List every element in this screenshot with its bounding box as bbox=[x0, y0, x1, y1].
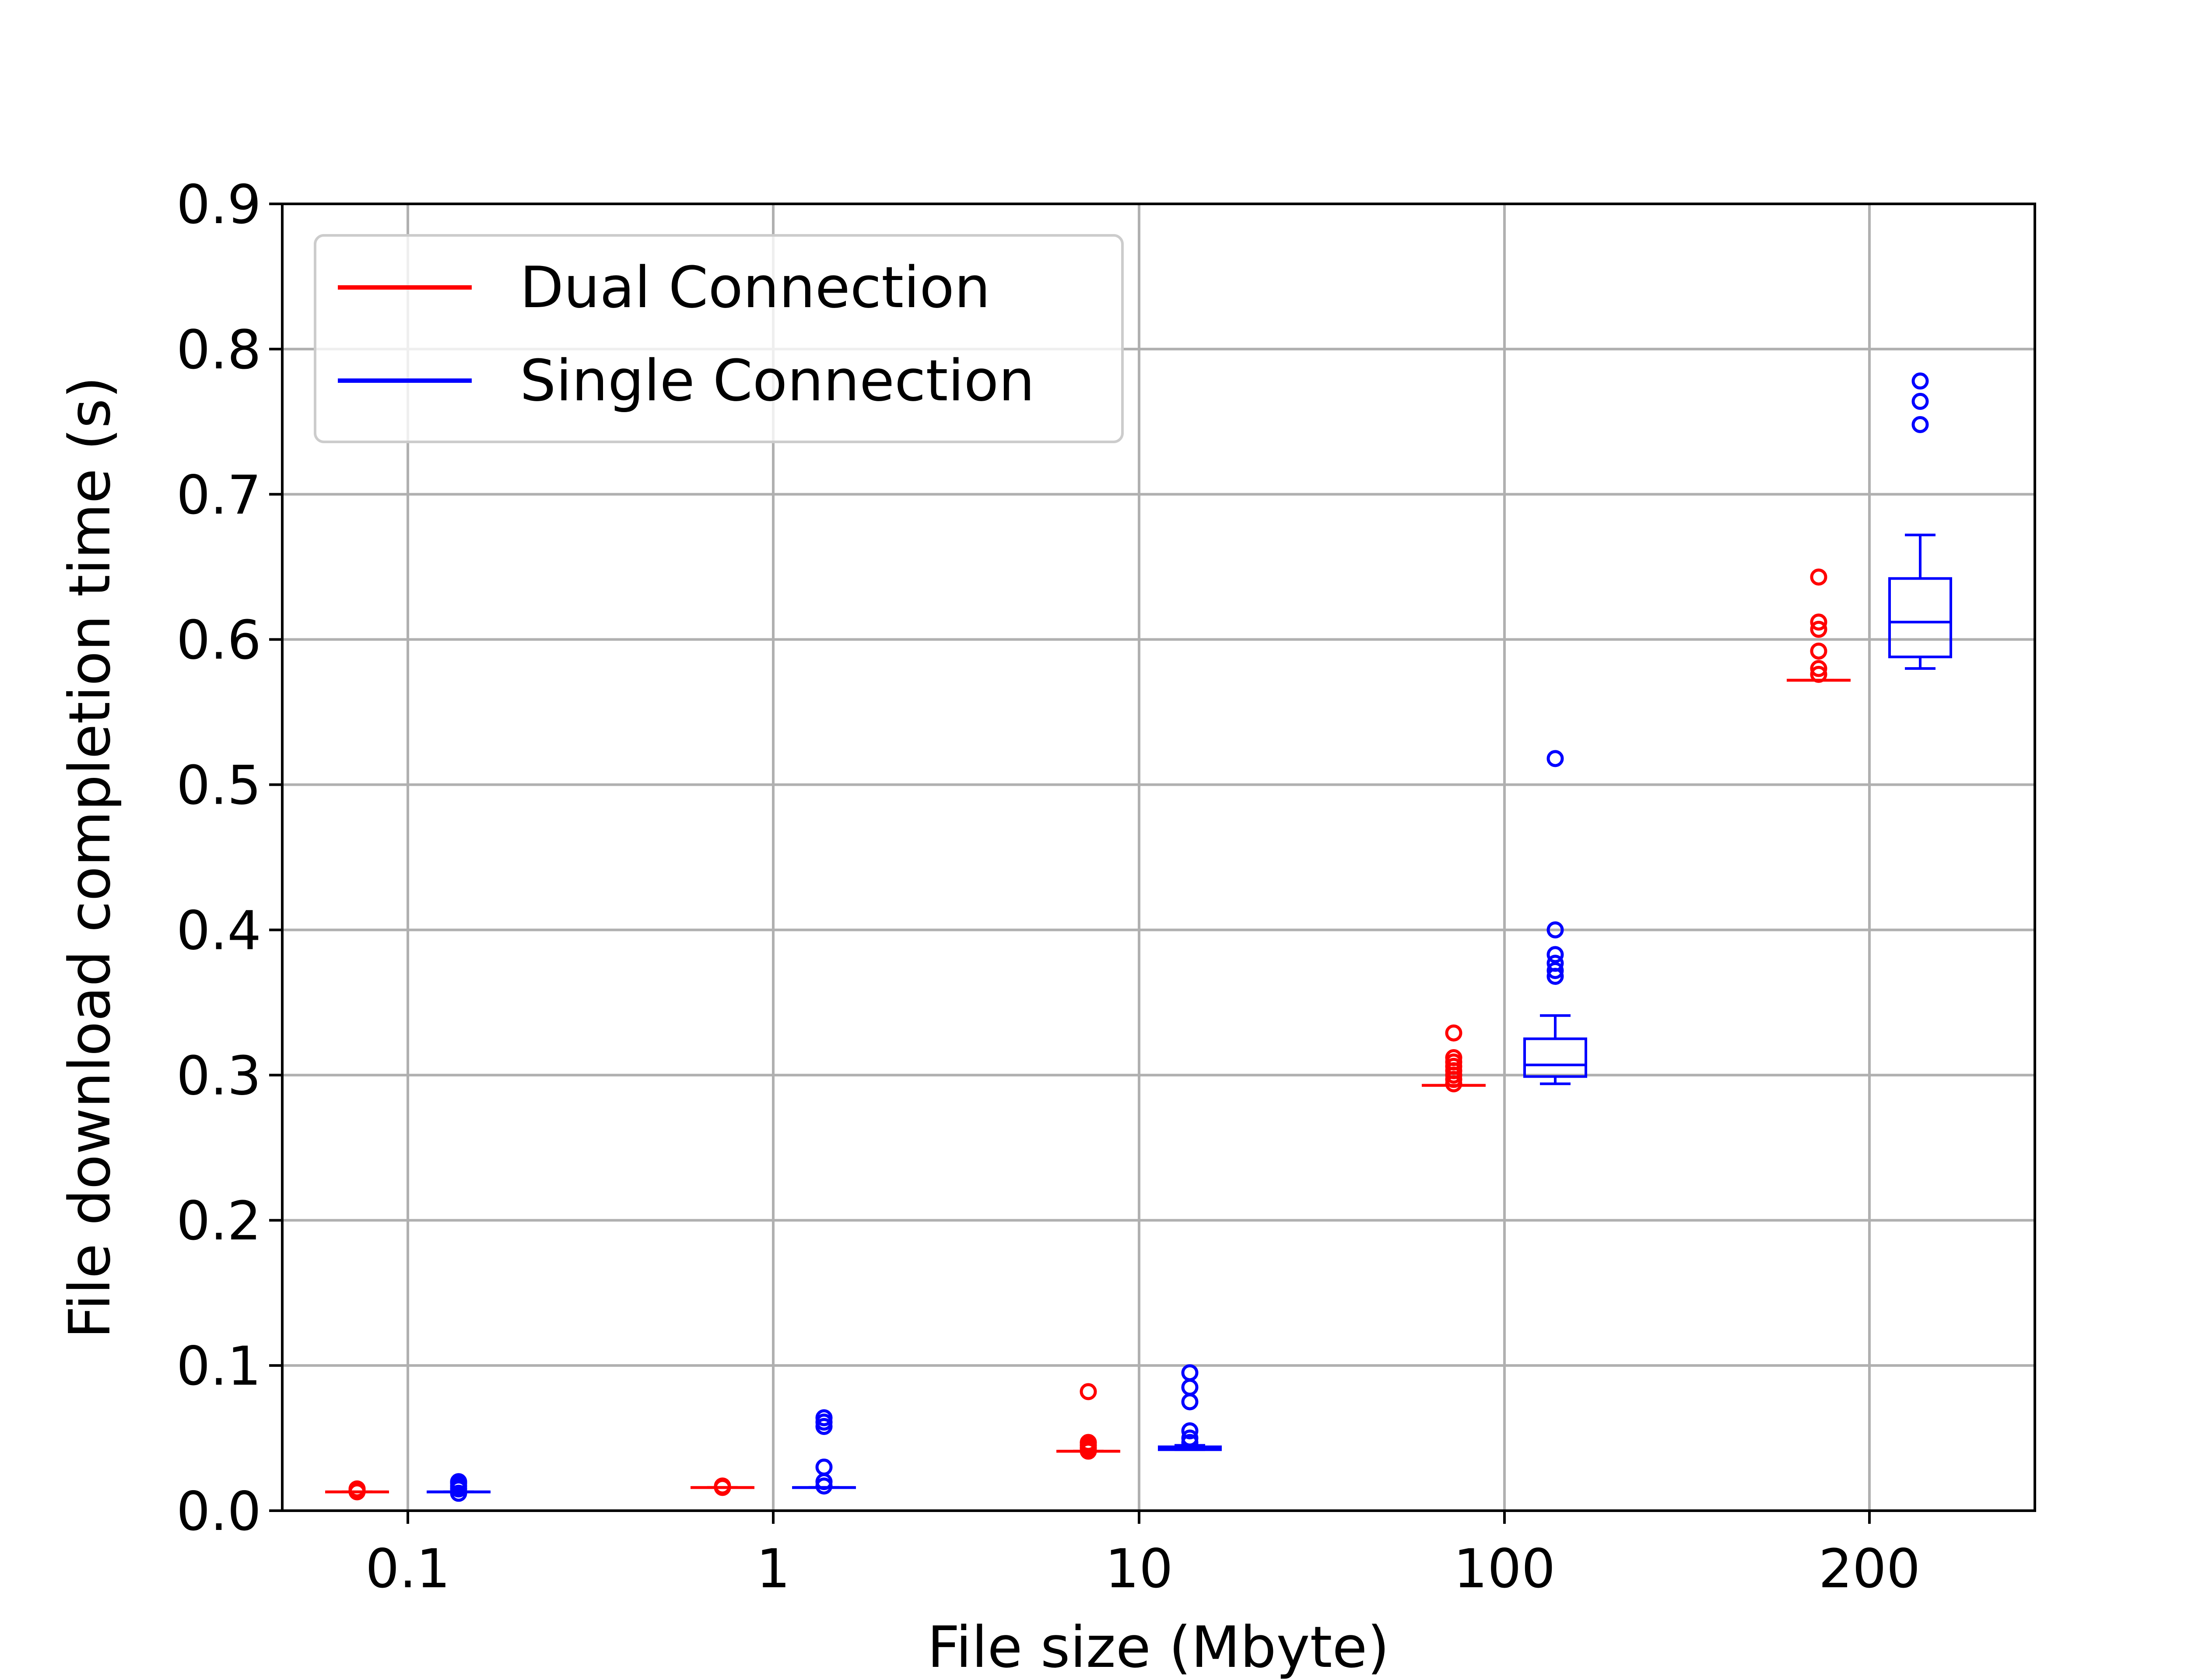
outlier-point bbox=[1080, 1383, 1097, 1400]
outlier-point bbox=[1080, 1434, 1097, 1451]
y-tick-label: 0.6 bbox=[176, 609, 261, 672]
outlier-point bbox=[1810, 660, 1827, 677]
outlier-point bbox=[348, 1480, 366, 1498]
x-tick-label: 100 bbox=[1454, 1538, 1556, 1600]
outlier-point bbox=[1546, 921, 1564, 938]
series-single-connection bbox=[427, 372, 1952, 1502]
legend-label-dual: Dual Connection bbox=[520, 254, 990, 321]
x-tick-label: 200 bbox=[1819, 1538, 1921, 1600]
outlier-point bbox=[1911, 372, 1929, 390]
y-tick-label: 0.9 bbox=[176, 174, 261, 236]
y-axis-label: File download completion time (s) bbox=[56, 376, 123, 1339]
box-iqr bbox=[1888, 577, 1952, 658]
series-dual-connection bbox=[325, 568, 1851, 1501]
outlier-point bbox=[1810, 613, 1827, 631]
y-tick-label: 0.7 bbox=[176, 464, 261, 526]
x-tick-label: 0.1 bbox=[365, 1538, 450, 1600]
outlier-point bbox=[1181, 1422, 1199, 1439]
y-tick-label: 0.5 bbox=[176, 755, 261, 817]
outlier-point bbox=[1810, 620, 1827, 638]
x-tick-label: 1 bbox=[756, 1538, 790, 1600]
outlier-point bbox=[1810, 642, 1827, 660]
y-tick-label: 0.8 bbox=[176, 319, 261, 381]
plot-frame bbox=[281, 203, 2036, 1512]
y-tick-label: 0.0 bbox=[176, 1480, 261, 1543]
outlier-point bbox=[1445, 1049, 1462, 1067]
x-tick-label: 10 bbox=[1105, 1538, 1173, 1600]
outlier-point bbox=[1911, 416, 1929, 433]
outlier-point bbox=[1546, 750, 1564, 767]
outlier-point bbox=[1911, 392, 1929, 410]
y-tick-label: 0.3 bbox=[176, 1045, 261, 1107]
box-iqr bbox=[1523, 1037, 1587, 1078]
outlier-point bbox=[815, 1409, 833, 1427]
axis-ticks: 0.0 0.1 0.2 0.3 0.4 0.5 0.6 0.7 0.8 0.9 0.1 1 10 100 2… bbox=[176, 174, 1920, 1600]
outlier-point bbox=[1546, 946, 1564, 963]
outlier-point bbox=[1546, 962, 1564, 979]
outlier-point bbox=[1810, 665, 1827, 683]
legend: Dual Connection Single Connection bbox=[314, 234, 1124, 443]
outlier-point bbox=[815, 1458, 833, 1476]
y-tick-label: 0.2 bbox=[176, 1190, 261, 1252]
legend-label-single: Single Connection bbox=[520, 347, 1035, 414]
outlier-point bbox=[1445, 1024, 1462, 1042]
y-tick-label: 0.4 bbox=[176, 900, 261, 962]
outlier-point bbox=[1181, 1429, 1199, 1447]
y-tick-label: 0.1 bbox=[176, 1335, 261, 1397]
outlier-point bbox=[450, 1473, 467, 1491]
outlier-point bbox=[1546, 955, 1564, 972]
legend-box bbox=[314, 234, 1124, 443]
box-plots bbox=[325, 372, 1952, 1502]
outlier-point bbox=[1810, 568, 1827, 586]
x-axis-label: File size (Mbyte) bbox=[927, 1614, 1389, 1680]
outlier-point bbox=[714, 1477, 731, 1495]
outlier-point bbox=[1181, 1364, 1199, 1382]
